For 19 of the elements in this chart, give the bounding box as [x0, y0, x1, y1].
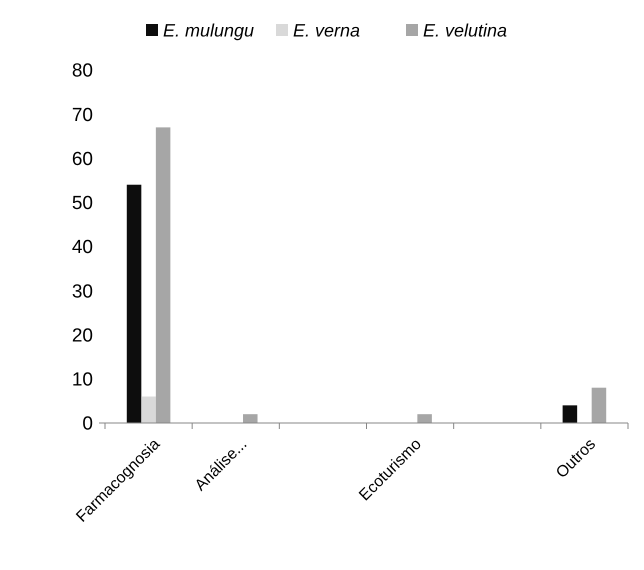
legend-label: E. verna — [293, 20, 360, 40]
bar — [141, 396, 156, 423]
legend-label: E. mulungu — [163, 20, 254, 40]
legend-label: E. velutina — [423, 20, 508, 40]
y-tick-label: 10 — [72, 370, 93, 391]
bar — [156, 127, 170, 423]
y-tick-label: 70 — [72, 104, 93, 126]
bar — [592, 388, 606, 423]
y-tick-label: 20 — [72, 325, 93, 346]
bar — [126, 184, 142, 423]
bar — [417, 414, 432, 423]
y-tick-label: 40 — [72, 237, 93, 258]
y-tick-label: 0 — [82, 414, 93, 435]
y-tick-label: 50 — [72, 193, 93, 214]
bar — [243, 414, 258, 423]
y-tick-label: 80 — [72, 60, 93, 82]
bar — [562, 405, 578, 423]
y-tick-label: 60 — [72, 148, 93, 170]
y-tick-label: 30 — [72, 281, 93, 302]
